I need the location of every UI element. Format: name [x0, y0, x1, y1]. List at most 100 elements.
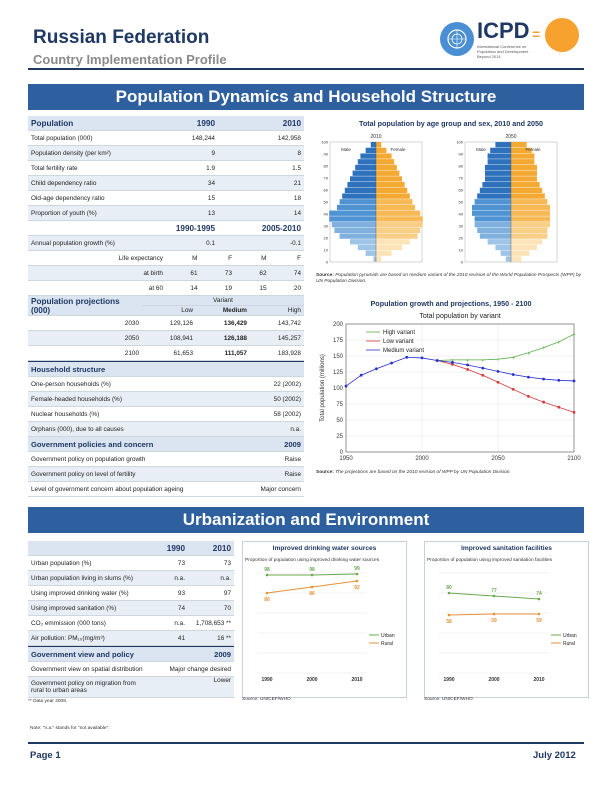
pyramid-bar-male: [487, 159, 511, 165]
data-point: [492, 612, 496, 616]
pyramid-bar-male: [472, 204, 511, 211]
high-header: High: [250, 305, 304, 316]
data-point: [355, 579, 359, 583]
icpd-logo-caption: International Conference on Population a…: [477, 44, 529, 59]
table-cell: 0.1: [152, 235, 218, 251]
data-point: [557, 378, 561, 382]
y-tick-label: 0: [340, 450, 344, 456]
table-cell: Major change desired: [150, 661, 234, 677]
data-point: [466, 363, 469, 367]
y-axis-label: Total population (millions): [320, 354, 326, 422]
data-point: [310, 585, 314, 589]
pyramid-bar-male: [342, 193, 376, 199]
table-cell: 183,928: [250, 345, 304, 361]
pyramid-age-tick: 50: [459, 200, 464, 205]
table-cell: 1.9: [152, 160, 218, 176]
pyramid-bar-male: [500, 250, 511, 256]
pyramid-bar-male: [350, 176, 376, 182]
data-point: [390, 361, 393, 365]
table-cell: 1.5: [218, 160, 304, 176]
pyramid-bar-female: [376, 216, 423, 222]
pyramid-title: Total population by age group and sex, 2…: [359, 119, 543, 128]
pyramid-source: Source: Population pyramids are based on…: [316, 273, 584, 285]
table-row-label: Population density (per km²): [28, 145, 152, 161]
medium-header: Medium: [196, 305, 250, 316]
pyramid-bar-female: [376, 204, 415, 211]
pyramid-bar-female: [376, 233, 418, 239]
table-cell: 142,958: [218, 130, 304, 146]
table-row-label: Urban population living in slums (%): [28, 570, 146, 586]
pyramid-age-tick: 100: [456, 140, 463, 145]
male-label: Male: [341, 147, 351, 152]
pyramid-bar-male: [329, 210, 376, 216]
y-tick-label: 125: [333, 370, 344, 376]
table-cell: 61,653: [142, 345, 196, 361]
source-label: Source:: [316, 470, 334, 475]
pyramid-bar-female: [511, 222, 550, 228]
data-point: [447, 613, 451, 617]
legend-label: Medium variant: [383, 348, 424, 354]
legend-label: Rural: [563, 641, 575, 647]
page-number: Page 1: [30, 750, 61, 761]
pyramid-bar-male: [477, 193, 511, 199]
table-cell: n.a.: [188, 570, 234, 586]
pyramid-bar-male: [472, 210, 511, 216]
table-cell: 74: [269, 265, 304, 281]
pyramid-bar-female: [511, 142, 527, 148]
table-cell: 145,257: [250, 330, 304, 346]
data-label: 74: [536, 591, 542, 597]
table-cell: M: [235, 251, 270, 266]
pyramid-bar-male: [477, 227, 511, 234]
pyramid-bar-male: [339, 199, 376, 205]
urbanization-table: 1990 2010 Urban population (%) 73 73 Urban …: [28, 541, 234, 704]
pyramid-bar-male: [490, 147, 511, 154]
pyramid-bar-male: [482, 182, 511, 188]
pyramid-bar-female: [376, 187, 408, 194]
data-point: [542, 400, 545, 404]
pyramid-age-tick: 20: [459, 236, 464, 241]
x-tick-label: 2100: [567, 456, 581, 462]
data-label: 92: [354, 585, 360, 591]
data-label: 80: [264, 597, 270, 603]
pyramid-bar-male: [331, 222, 376, 228]
pyramid-bar-male: [339, 233, 376, 239]
pyramid-bar-female: [511, 153, 535, 159]
data-point: [420, 356, 424, 360]
pyramid-age-tick: 0: [461, 260, 464, 265]
data-point: [481, 366, 485, 370]
data-point: [451, 361, 454, 364]
pyramid-bar-male: [329, 216, 376, 222]
y-tick-label: 150: [333, 354, 344, 360]
pyramid-bar-male: [485, 176, 511, 182]
table-cell: 13: [152, 205, 218, 221]
pyramid-bar-female: [376, 159, 395, 165]
pyramid-age-tick: 20: [324, 236, 329, 241]
table-cell: 148,244: [152, 130, 218, 146]
x-tick-label: 1950: [339, 456, 353, 462]
table-row-label: Annual population growth (%): [28, 235, 152, 251]
data-point: [511, 387, 515, 391]
table-row-label: Government view on spatial distribution: [28, 661, 151, 677]
icpd-logo: ICPD: [477, 18, 530, 43]
table-row-label: 2050: [28, 330, 142, 346]
table-row-label: Government policy on migration from rura…: [28, 676, 151, 698]
data-point: [527, 394, 530, 398]
table-cell: n.a.: [146, 615, 188, 631]
table-row-label: Total population (000): [28, 130, 152, 146]
source-label: Source:: [316, 273, 334, 278]
pyramid-age-tick: 90: [459, 152, 464, 157]
data-point: [466, 368, 469, 371]
pyramid-bar-female: [511, 227, 548, 234]
data-point: [359, 373, 363, 377]
y-tick-label: 50: [336, 418, 343, 424]
series-line: [437, 360, 575, 413]
pyramid-bar-female: [376, 227, 421, 234]
table-cell: 19: [200, 280, 235, 296]
plot-frame: [345, 323, 575, 453]
projection-line-chart: Total population by variant 0 25 50 75 100 125…: [320, 313, 581, 462]
pyramid-bar-female: [511, 244, 537, 251]
data-point: [344, 384, 348, 388]
data-point: [572, 379, 576, 383]
pyramid-bar-female: [511, 210, 550, 216]
table-cell: 14: [166, 280, 201, 296]
